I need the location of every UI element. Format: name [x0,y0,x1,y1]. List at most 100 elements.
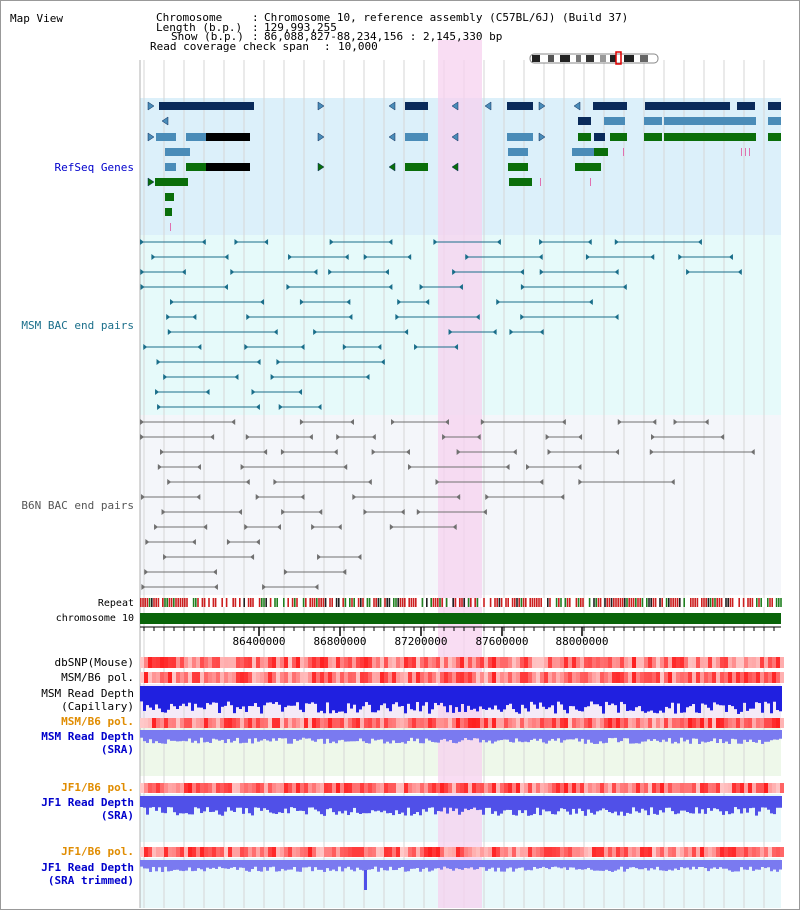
heat-cell [452,718,456,728]
depth-bar [329,860,332,871]
depth-bar [458,730,461,742]
repeat-mark [375,598,377,607]
heat-cell [496,657,500,668]
heat-cell [692,847,696,857]
bac-end-marker [670,479,675,485]
heat-cell [272,672,276,683]
heat-cell [424,657,428,668]
depth-bar [629,730,632,744]
depth-bar [569,860,572,868]
depth-bar [710,796,713,811]
repeat-mark [289,598,292,607]
bac-end-marker [245,479,250,485]
heat-cell [396,657,400,668]
depth-bar [596,686,599,705]
depth-bar [275,730,278,741]
depth-bar [689,860,692,870]
depth-bar [536,730,539,741]
heat-cell [488,718,492,728]
heat-cell [392,847,396,857]
heat-cell [560,718,564,728]
depth-bar [353,860,356,872]
depth-bar [551,860,554,868]
depth-bar [773,686,776,702]
depth-bar [635,796,638,812]
b6n-bac-track[interactable] [140,419,755,590]
depth-bar [542,730,545,743]
depth-bar [680,730,683,738]
gene-exon [405,102,428,110]
gene-exon [572,148,594,156]
bac-end-marker [160,449,165,455]
depth-bar [308,686,311,704]
heat-cell [528,783,532,793]
depth-bar [662,686,665,713]
chromosome-ideogram[interactable] [529,51,659,65]
heat-cell [264,672,268,683]
heat-cell [184,783,188,793]
depth-bar [770,860,773,872]
depth-bar [755,796,758,816]
heat-cell [672,847,676,857]
heat-cell [748,847,752,857]
depth-bar [479,796,482,810]
gene-exon [186,163,206,171]
read-depth-tracks [140,686,782,890]
repeat-mark [217,598,219,607]
depth-bar [767,796,770,810]
heat-cell [704,672,708,683]
depth-bar [152,730,155,744]
bac-end-marker [157,404,162,410]
refseq-genes-track[interactable] [147,101,781,231]
heat-cell [228,718,232,728]
repeat-mark [771,598,773,607]
heat-cell [668,672,672,683]
depth-bar [731,860,734,872]
depth-bar [212,686,215,703]
repeat-mark [544,598,547,607]
repeat-mark [417,598,419,607]
heat-cell [320,718,324,728]
heat-cell [512,672,516,683]
heat-cell [376,718,380,728]
depth-bar [737,730,740,744]
depth-bar [236,796,239,808]
depth-bar [476,686,479,712]
depth-bar [170,686,173,704]
heat-cell [768,847,772,857]
page-title: Map View [10,12,63,25]
heat-cell [424,718,428,728]
depth-bar [443,730,446,739]
heat-cell [324,672,328,683]
depth-bar [638,730,641,744]
depth-bar [278,730,281,739]
heat-cell [144,657,148,668]
heat-cell [316,847,320,857]
heat-cell [704,783,708,793]
bac-end-marker [167,479,172,485]
depth-bar [680,860,683,868]
position-ruler: 86400000 86800000 87200000 87600000 88000000 [140,626,781,648]
depth-bar [671,730,674,744]
heat-cell [396,783,400,793]
depth-bar [524,730,527,742]
bac-end-marker [308,434,313,440]
heat-cell [468,783,472,793]
depth-bar [500,730,503,741]
heat-cell [248,847,252,857]
msm-bac-track[interactable] [140,239,742,410]
depth-bar [452,730,455,743]
heat-cell [420,718,424,728]
depth-bar [428,796,431,808]
depth-bar [503,796,506,811]
msm-depth-cap-label-2: (Capillary) [61,700,134,713]
depth-bar [512,860,515,872]
heat-cell [188,672,192,683]
bac-end-marker [539,479,544,485]
repeat-mark [778,598,780,607]
depth-bar [224,686,227,706]
heat-cell [228,847,232,857]
heat-cell [472,847,476,857]
heat-cell [276,783,280,793]
